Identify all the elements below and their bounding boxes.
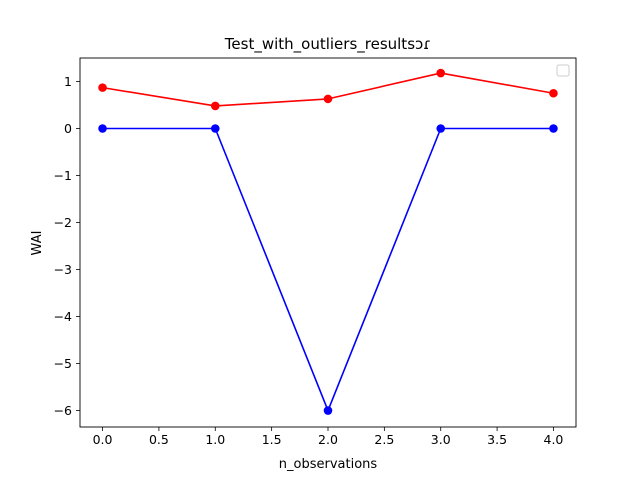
- x-tick-label: 2.5: [374, 432, 394, 447]
- x-tick-label: 3.0: [431, 432, 451, 447]
- x-tick-label: 0.5: [149, 432, 169, 447]
- x-tick-label: 1.0: [205, 432, 225, 447]
- series-2-point: [210, 124, 220, 133]
- series-2-point: [436, 124, 446, 133]
- y-tick-label: −5: [54, 356, 72, 371]
- series-1-point: [98, 83, 107, 92]
- x-tick-label: 2.0: [318, 432, 338, 447]
- series-2-point: [323, 406, 333, 415]
- x-tick-label: 0.0: [93, 432, 113, 447]
- y-tick-label: 0: [64, 121, 72, 136]
- series-1-point: [436, 68, 446, 78]
- y-tick-label: −1: [54, 168, 72, 183]
- x-axis-label: n_observations: [279, 457, 378, 472]
- series-2-point: [549, 124, 558, 133]
- series-1-point: [549, 88, 558, 98]
- y-tick-label: −3: [54, 262, 72, 277]
- x-tick-label: 4.0: [544, 432, 564, 447]
- y-tick-label: 1: [64, 74, 72, 89]
- axes-frame: [79, 57, 577, 428]
- series-1-point: [323, 94, 333, 104]
- series-1-point: [210, 101, 220, 111]
- y-tick-label: −6: [54, 403, 72, 418]
- y-tick-label: −2: [54, 215, 72, 230]
- plot-area: 0.0 0.5 1.0 1.5 2.0 2.5 3.0 3.5 4.0 1 0 −1 −2 −3 −4 −5 −…: [54, 57, 577, 447]
- y-tick-label: −4: [54, 309, 72, 324]
- series-2-point: [98, 124, 107, 133]
- legend-box: [556, 64, 570, 77]
- chart-title: Test_with_outliers_resultsɔɾ: [224, 35, 431, 54]
- x-tick-label: 3.5: [487, 432, 507, 447]
- x-tick-label: 1.5: [262, 432, 282, 447]
- y-axis-label: WAI: [30, 231, 45, 256]
